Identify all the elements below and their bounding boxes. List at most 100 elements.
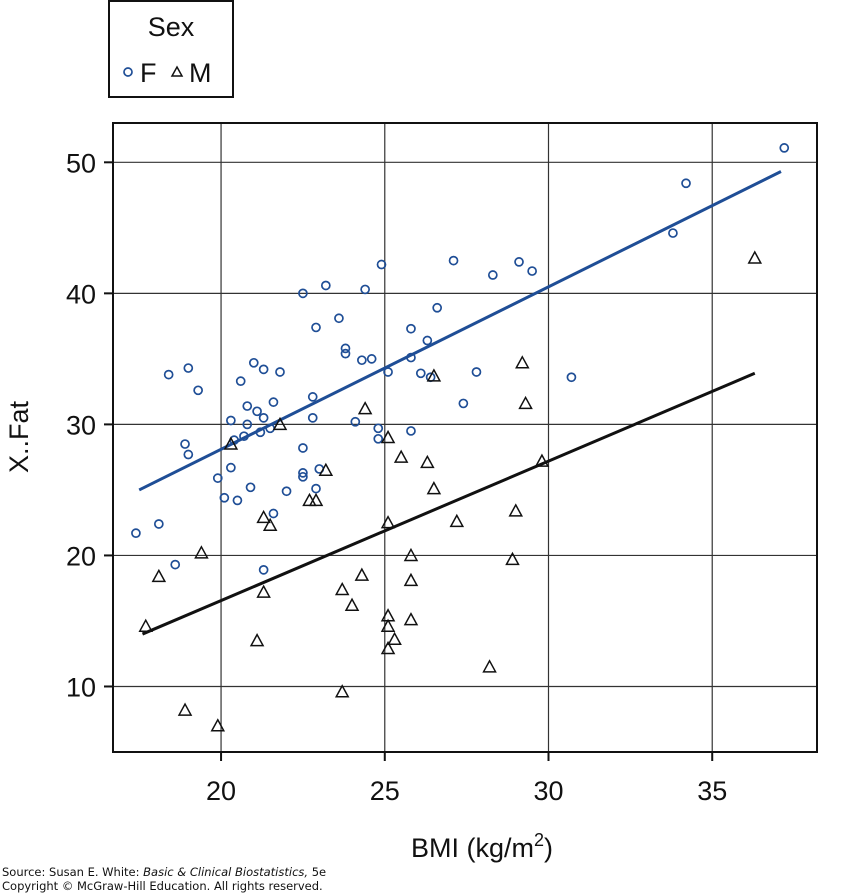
point-f (281, 486, 292, 497)
legend-title: Sex (148, 12, 195, 42)
point-m (223, 436, 239, 450)
point-m (387, 631, 402, 646)
point-f (448, 255, 459, 266)
point-f (376, 259, 387, 270)
y-tick-label: 40 (66, 279, 96, 309)
point-f (255, 427, 266, 438)
point-m (518, 395, 533, 410)
point-m (534, 453, 550, 467)
point-m (393, 449, 409, 463)
point-m (344, 597, 360, 611)
point-f (527, 266, 537, 276)
point-m (210, 718, 226, 732)
point-m (357, 401, 373, 415)
y-axis-ticks: 10 20 30 40 50 (66, 148, 113, 702)
point-f (373, 433, 384, 444)
point-f (219, 492, 230, 503)
legend-marker-m (170, 65, 184, 77)
x-axis-label-superscript: 2 (534, 830, 544, 850)
point-f (566, 372, 577, 383)
point-f (406, 426, 416, 436)
point-f (340, 348, 351, 359)
point-f (268, 397, 279, 407)
point-f (320, 280, 331, 291)
y-tick-label: 30 (66, 410, 96, 440)
x-tick-label: 35 (697, 776, 727, 806)
point-f (235, 376, 246, 387)
point-m (177, 702, 193, 716)
point-m (262, 517, 278, 532)
point-m (380, 618, 396, 632)
source-credit: Source: Susan E. White: Basic & Clinical… (2, 866, 326, 879)
point-f (153, 519, 164, 529)
point-m (256, 584, 271, 598)
point-m (318, 462, 334, 477)
point-m (138, 618, 154, 632)
point-m (151, 568, 167, 583)
point-f (258, 412, 269, 423)
point-f (226, 462, 236, 473)
point-f (406, 352, 416, 363)
y-tick-label: 50 (66, 148, 96, 178)
point-m (403, 612, 419, 626)
legend-marker-f (123, 67, 133, 77)
point-m (426, 368, 442, 382)
point-m (747, 250, 763, 264)
point-m (308, 492, 324, 507)
point-f (373, 423, 384, 434)
point-m (354, 567, 370, 581)
point-m (420, 454, 435, 469)
point-f (170, 559, 181, 570)
point-f (232, 495, 243, 506)
point-f (432, 302, 443, 313)
point-f (471, 367, 482, 377)
point-f (298, 443, 308, 453)
trend-lines (138, 170, 782, 636)
point-f (311, 483, 321, 494)
trend-line-f (138, 170, 782, 492)
gridlines (113, 123, 817, 752)
point-f (350, 416, 361, 427)
point-f (360, 284, 370, 295)
point-m (449, 513, 465, 528)
x-tick-label: 30 (533, 776, 563, 806)
x-axis-label-text: BMI (kg/m (411, 833, 534, 863)
point-f (668, 228, 678, 238)
point-f (242, 419, 253, 430)
source-edition: 5e (308, 865, 327, 879)
y-axis-label: X..Fat (4, 400, 34, 473)
data-points (131, 143, 790, 732)
point-f (340, 343, 351, 354)
point-f (514, 257, 524, 267)
point-f (258, 364, 269, 375)
x-tick-label: 20 (206, 776, 236, 806)
trend-line-m (141, 371, 756, 636)
point-f (415, 368, 426, 379)
point-f (248, 357, 259, 368)
point-f (131, 528, 141, 539)
legend-box (108, 0, 234, 98)
point-f (239, 431, 249, 442)
point-f (180, 439, 190, 449)
point-m (508, 503, 524, 517)
point-f (406, 323, 416, 334)
plot-frame (112, 122, 818, 753)
point-f (252, 406, 262, 417)
legend-label-m: M (189, 58, 212, 88)
point-m (380, 429, 396, 444)
point-f (268, 508, 279, 519)
point-f (307, 412, 318, 423)
point-f (307, 392, 318, 402)
x-axis-label-close: ) (544, 833, 553, 863)
point-f (334, 313, 344, 324)
point-f (258, 565, 269, 575)
copyright-notice: Copyright © McGraw-Hill Education. All r… (2, 879, 323, 893)
point-m (194, 545, 209, 559)
point-m (380, 640, 396, 655)
point-f (298, 288, 308, 299)
source-prefix: Source: Susan E. White: (2, 865, 144, 879)
point-f (681, 178, 691, 189)
point-m (515, 355, 530, 369)
point-m (505, 551, 520, 566)
